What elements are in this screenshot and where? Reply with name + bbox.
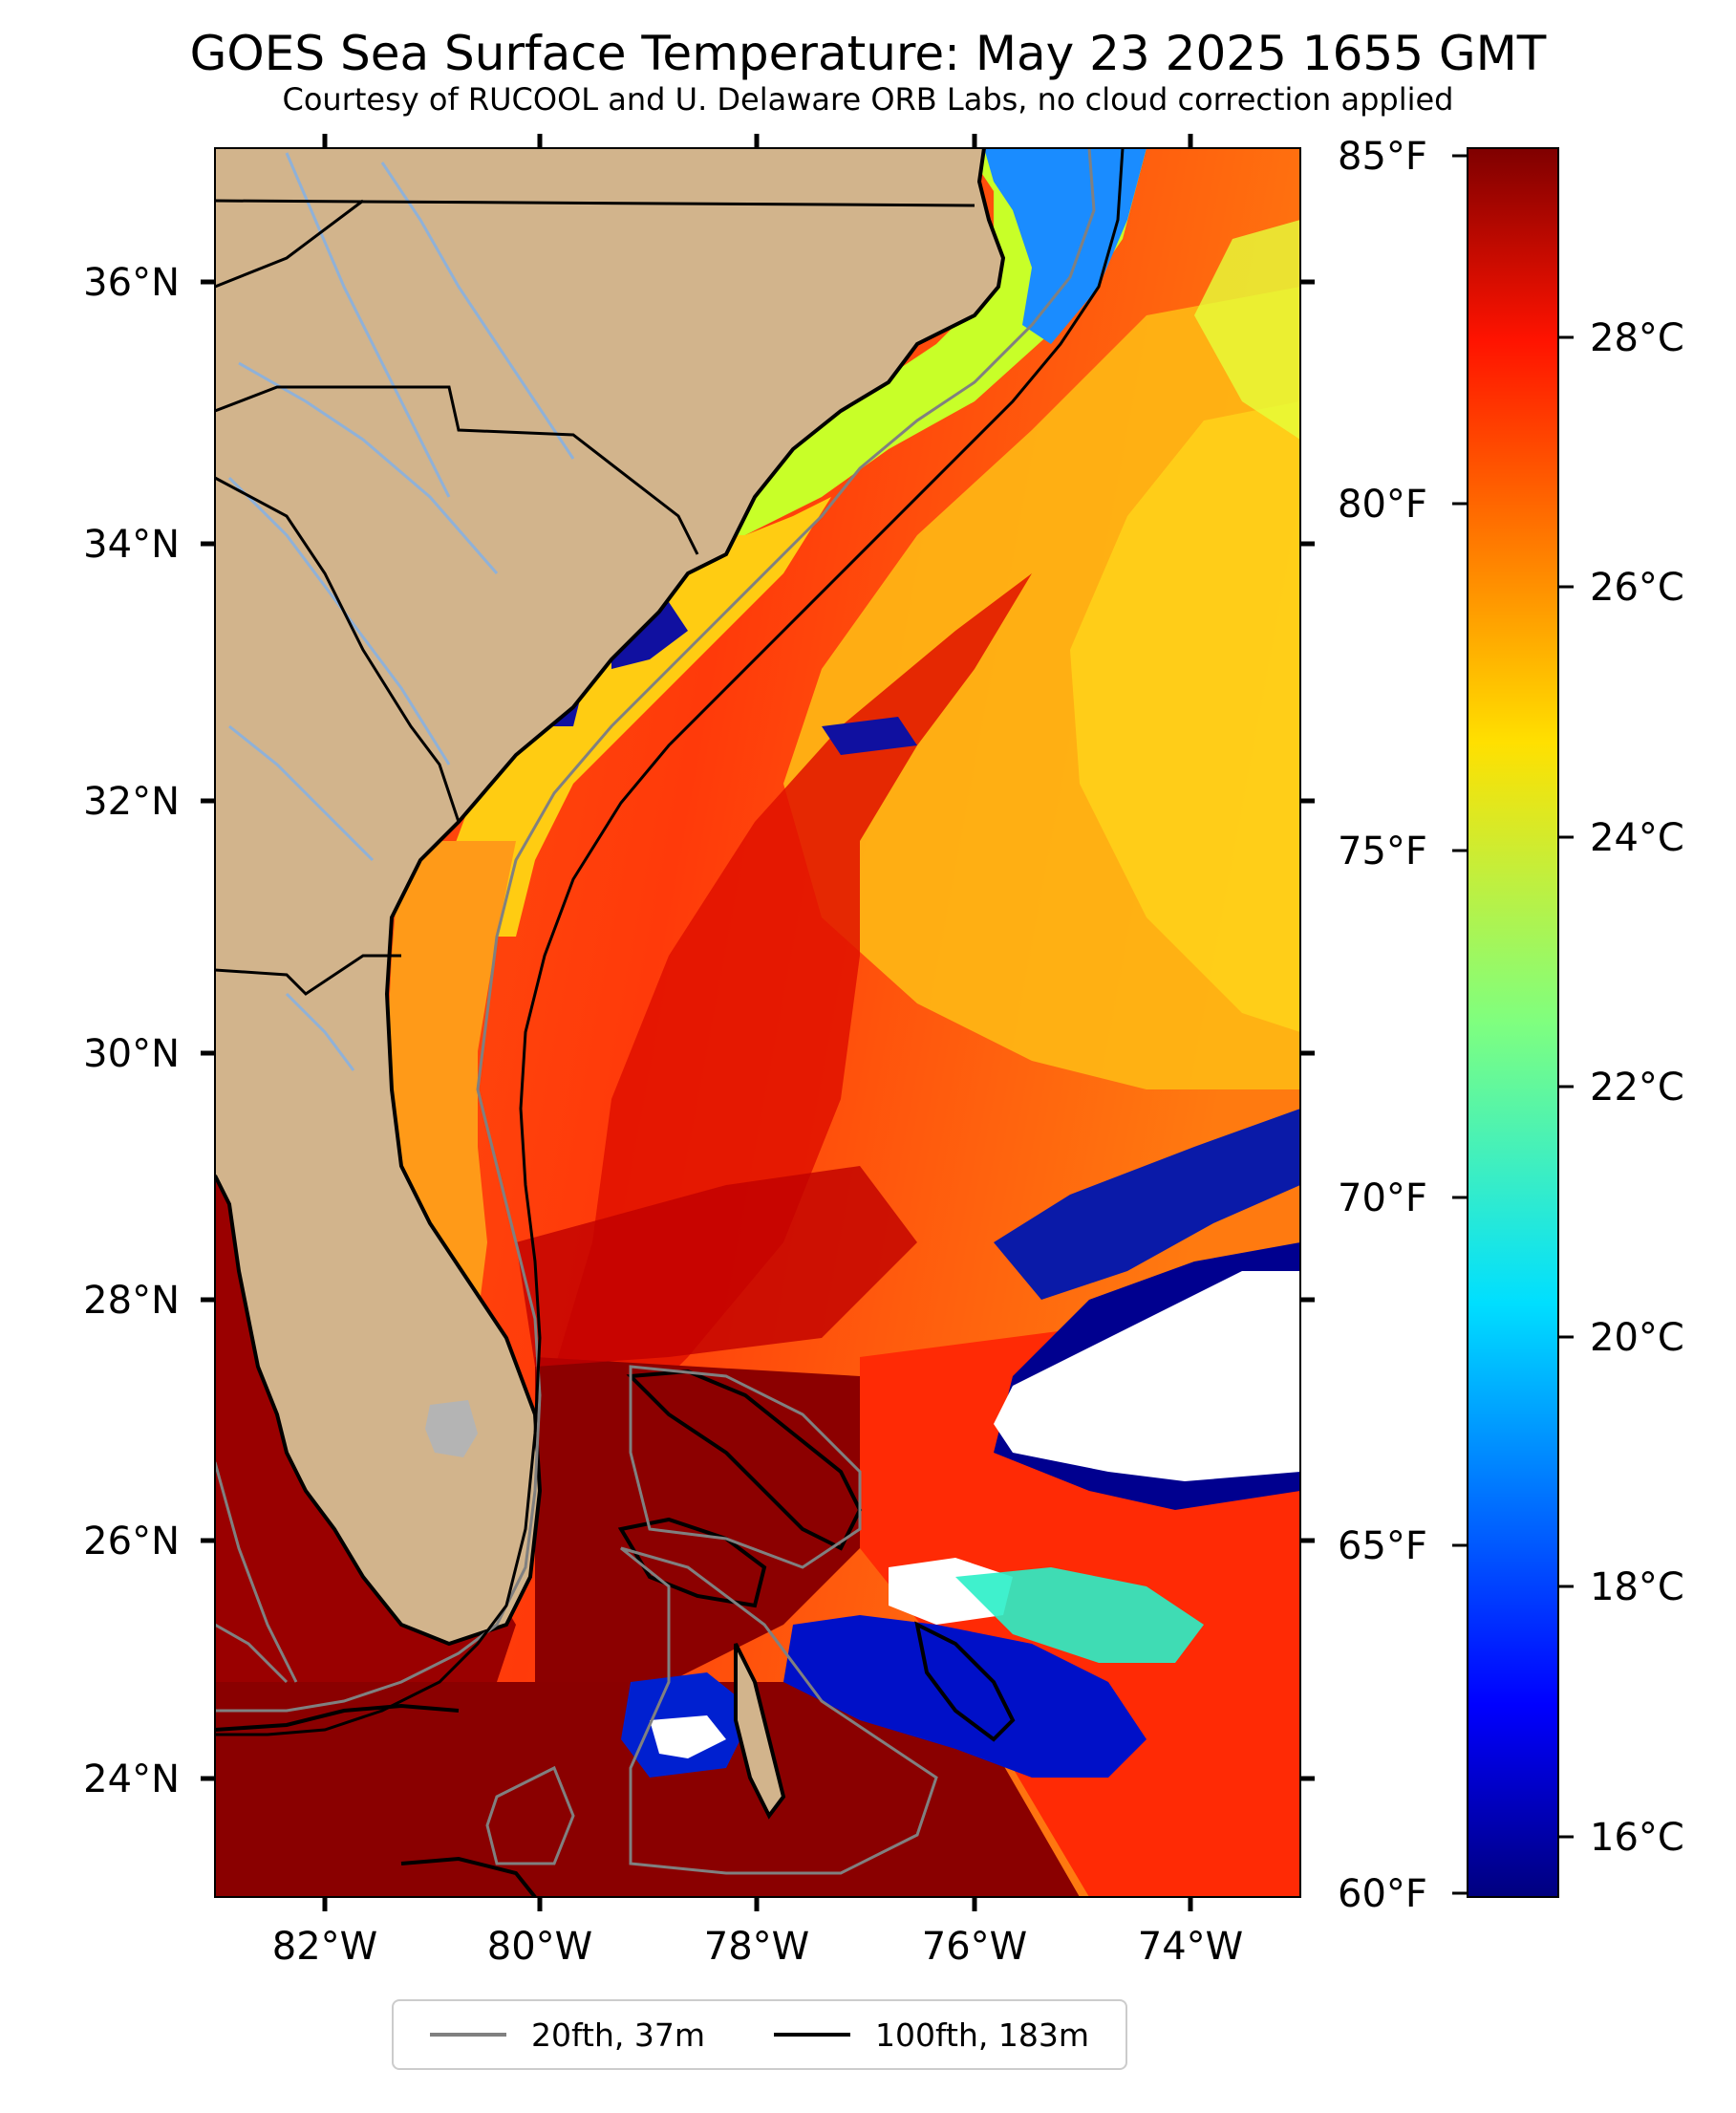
gulf-of-mexico-warm: [215, 1682, 1080, 1897]
celsius-label: 28°C: [1590, 316, 1684, 360]
cloud-mask-cay: [650, 1715, 726, 1758]
dark-red-band: [516, 1166, 917, 1367]
latitude-labels: 36°N 34°N 32°N 30°N 28°N 26°N 24°N: [83, 261, 180, 1801]
celsius-label: 22°C: [1590, 1066, 1684, 1110]
longitude-labels: 82°W 80°W 78°W 76°W 74°W: [272, 1925, 1243, 1969]
us-mainland: [215, 148, 1003, 1644]
fahrenheit-label: 85°F: [1338, 135, 1427, 179]
isobath-100fth: [215, 148, 1125, 1736]
isobath-20fth-gulf: [215, 1461, 575, 1865]
lake-okeechobee: [425, 1400, 478, 1457]
map-title: GOES Sea Surface Temperature: May 23 202…: [189, 26, 1547, 81]
sargasso-yellow-core: [1070, 401, 1300, 1032]
legend-swatch-black: [774, 2033, 850, 2037]
cold-patch-east-1: [994, 1109, 1300, 1300]
cloud-mask-east: [994, 1271, 1300, 1481]
lon-label: 82°W: [272, 1925, 377, 1969]
shelf-water-georgia: [449, 497, 831, 937]
northeast-yellow-patch: [1194, 220, 1300, 440]
map-subtitle: Courtesy of RUCOOL and U. Delaware ORB L…: [282, 81, 1454, 118]
bahamas-warm: [535, 1357, 860, 1682]
lat-label: 32°N: [83, 780, 180, 824]
lon-label: 74°W: [1138, 1925, 1243, 1969]
legend-swatch-gray: [430, 2033, 506, 2037]
isobath-legend: 20fth, 37m 100fth, 183m: [392, 1999, 1127, 2070]
colorbar-f-labels: 85°F 80°F 75°F 70°F 65°F 60°F: [1338, 135, 1427, 1916]
legend-item-100fth: 100fth, 183m: [774, 2016, 1089, 2054]
cold-water-hatteras: [984, 148, 1147, 344]
celsius-label: 24°C: [1590, 816, 1684, 860]
lat-label: 30°N: [83, 1032, 180, 1076]
coastlines: [215, 148, 1016, 1897]
celsius-label: 16°C: [1590, 1816, 1684, 1860]
colorbar-c-labels: 28°C 26°C 24°C 22°C 20°C 18°C 16°C: [1590, 316, 1684, 1860]
legend-label: 20fth, 37m: [531, 2016, 705, 2054]
map-ticks: [201, 134, 1315, 1911]
celsius-label: 18°C: [1590, 1565, 1684, 1609]
lon-label: 76°W: [922, 1925, 1027, 1969]
cyan-patch-bahamas: [955, 1567, 1204, 1663]
lon-label: 78°W: [704, 1925, 809, 1969]
colorbar: [1467, 147, 1559, 1898]
isobath-20fth-bahamas: [620, 1365, 938, 1875]
lon-label: 80°W: [487, 1925, 592, 1969]
colorbar-f-ticks: [1452, 154, 1468, 1895]
andros-island: [736, 1644, 783, 1816]
lat-label: 28°N: [83, 1279, 180, 1323]
lat-label: 36°N: [83, 261, 180, 305]
lat-label: 24°N: [83, 1757, 180, 1801]
fahrenheit-label: 75°F: [1338, 830, 1427, 873]
state-borders: [215, 199, 975, 996]
cold-patch-bahamas: [783, 1615, 1147, 1778]
colorbar-c-ticks: [1558, 335, 1574, 1839]
legend-item-20fth: 20fth, 37m: [430, 2016, 705, 2054]
fahrenheit-label: 70°F: [1338, 1176, 1427, 1220]
legend-label: 100fth, 183m: [875, 2016, 1089, 2054]
lat-label: 26°N: [83, 1520, 180, 1563]
lat-label: 34°N: [83, 523, 180, 567]
fahrenheit-label: 80°F: [1338, 483, 1427, 527]
fahrenheit-label: 60°F: [1338, 1872, 1427, 1916]
fahrenheit-label: 65°F: [1338, 1524, 1427, 1568]
celsius-label: 26°C: [1590, 566, 1684, 610]
celsius-label: 20°C: [1590, 1316, 1684, 1360]
map-area[interactable]: [215, 148, 1300, 1897]
